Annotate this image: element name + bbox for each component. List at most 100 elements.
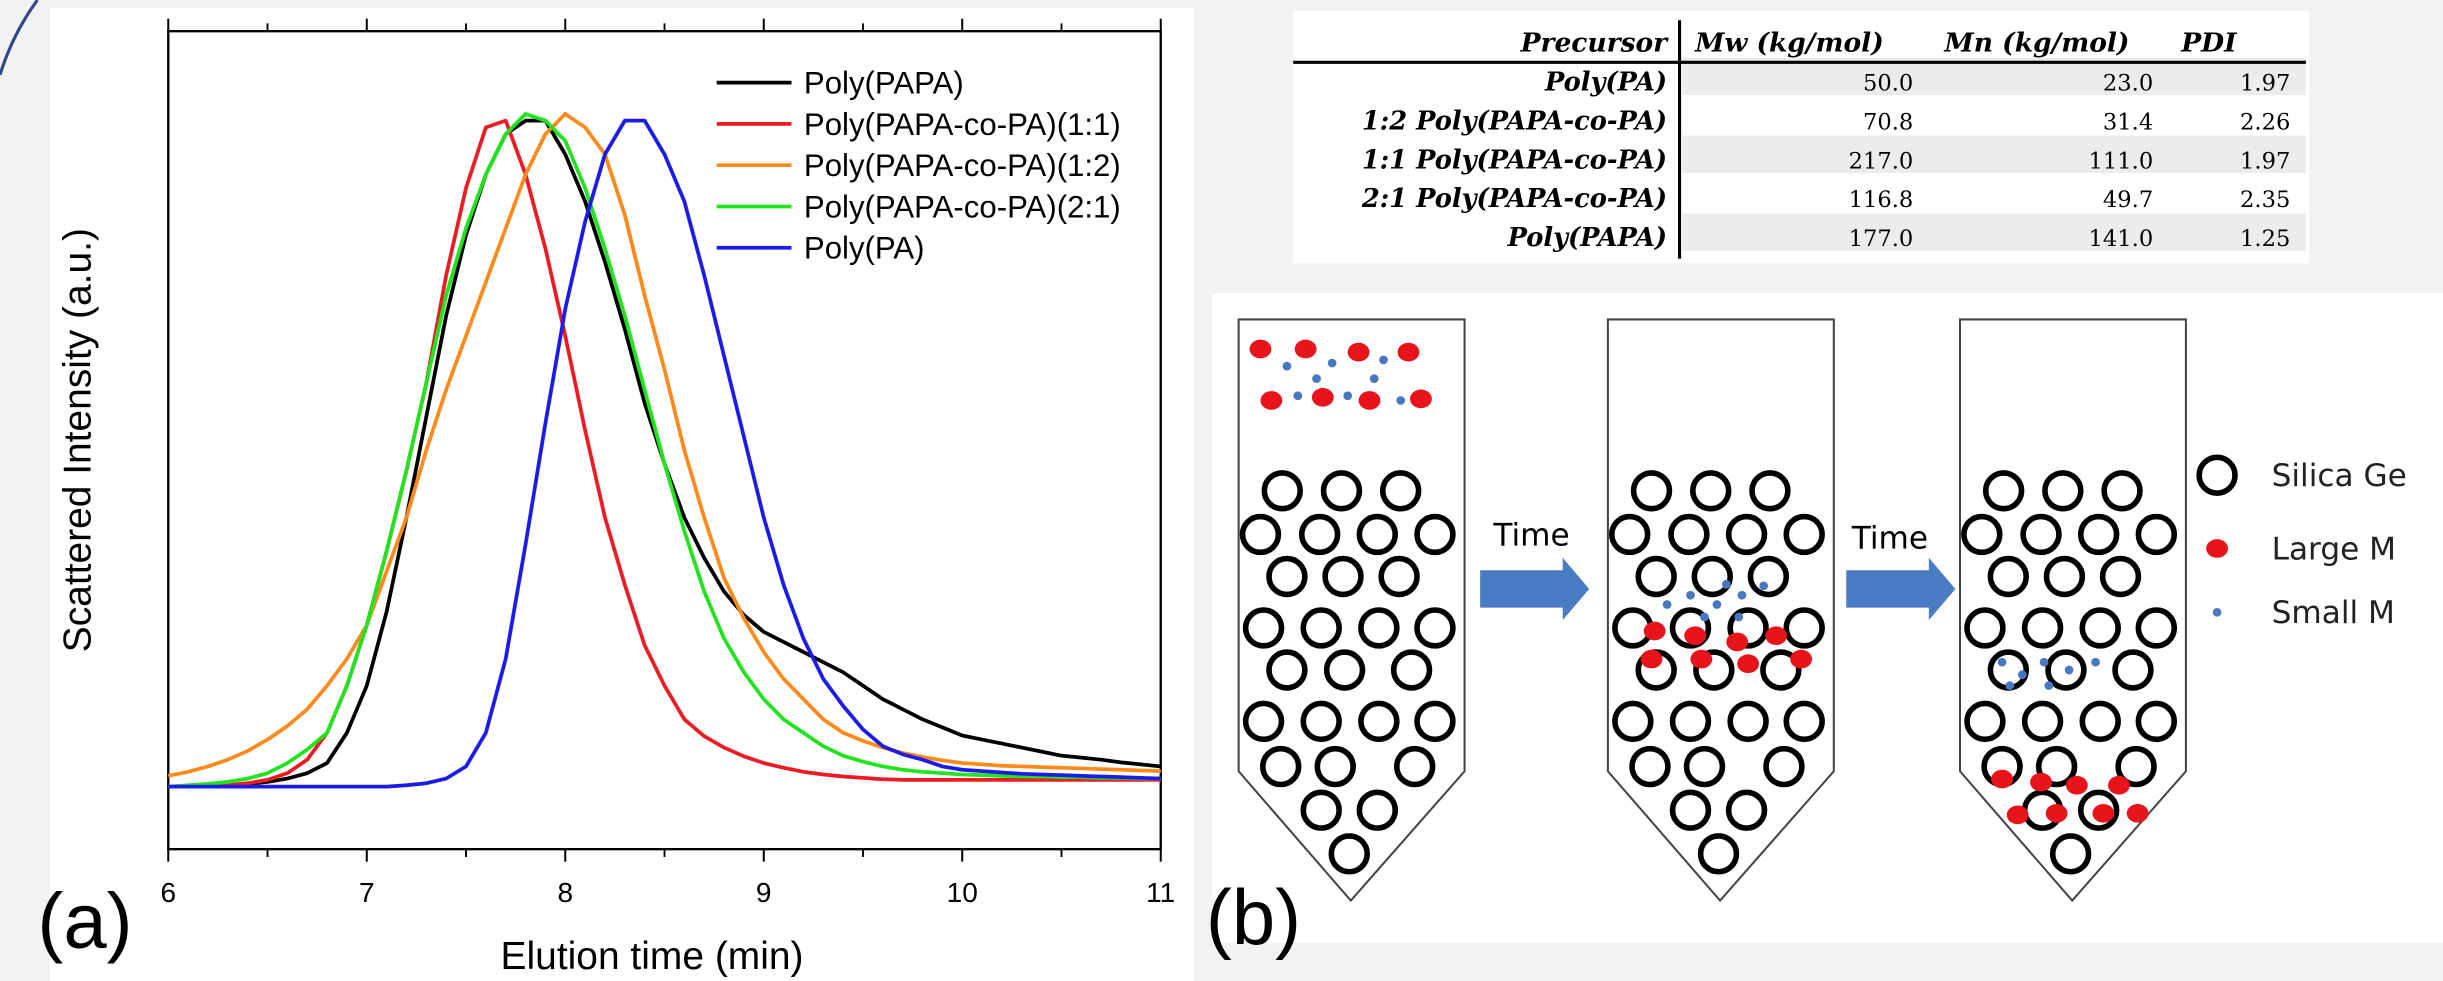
- silica-bead: [1300, 607, 1342, 649]
- table-cell: 217.0: [1849, 148, 1914, 174]
- diagram-legend-label: Small M: [2272, 595, 2395, 631]
- silica-bead: [1669, 700, 1712, 743]
- silica-bead: [2101, 470, 2143, 512]
- silica-bead: [1608, 513, 1651, 556]
- small-molecule: [1737, 590, 1747, 600]
- silica-bead: [1323, 649, 1366, 691]
- silica-bead: [2043, 555, 2086, 598]
- row-label: 1:1 Poly(PAPA-co-PA): [1362, 145, 1667, 175]
- silica-bead: [2077, 513, 2120, 556]
- row-label: Poly(PAPA): [1507, 223, 1668, 253]
- silica-bead: [1630, 470, 1673, 512]
- silica-bead: [1669, 607, 1712, 649]
- legend-label: Poly(PAPA-co-PA)(1:2): [804, 148, 1121, 183]
- silica-bead: [1259, 745, 1302, 788]
- silica-bead: [2020, 513, 2062, 556]
- x-axis-label: Elution time (min): [501, 935, 804, 978]
- small-molecule: [1293, 391, 1303, 401]
- large-molecule: [2126, 803, 2149, 823]
- large-molecule: [1397, 342, 1420, 362]
- silica-bead: [1379, 470, 1422, 512]
- y-axis-label: Scattered Intensity (a.u.): [56, 228, 99, 652]
- large-molecule: [1726, 632, 1749, 652]
- silica-bead: [1314, 745, 1356, 788]
- silica-bead: [1414, 700, 1456, 743]
- small-molecule: [2064, 665, 2074, 675]
- silica-bead: [1242, 607, 1285, 649]
- silica-bead: [1266, 649, 1308, 691]
- x-tick-label: 10: [947, 877, 978, 908]
- large-molecule: [2030, 772, 2052, 792]
- small-molecule: [1700, 612, 1709, 622]
- large-molecule: [2045, 803, 2068, 823]
- small-molecule: [1327, 358, 1337, 368]
- silica-bead: [1763, 745, 1805, 788]
- table-cell: 31.4: [2103, 109, 2153, 135]
- silica-bead: [1697, 833, 1740, 875]
- large-molecule: [2108, 775, 2130, 795]
- silica-bead: [1690, 470, 1732, 512]
- table-cell: 23.0: [2103, 70, 2153, 96]
- small-molecule: [1734, 612, 1744, 622]
- silica-bead: [2045, 649, 2087, 691]
- silica-bead: [1683, 745, 1726, 788]
- silica-bead: [1414, 607, 1456, 649]
- silica-bead: [1378, 555, 1420, 598]
- silica-bead: [2135, 607, 2178, 649]
- large-molecule: [1311, 387, 1334, 407]
- silica-bead: [1783, 700, 1825, 743]
- silica-bead: [2077, 789, 2120, 831]
- silica-bead: [1300, 789, 1342, 831]
- legend-label: Poly(PAPA-co-PA)(2:1): [804, 189, 1121, 224]
- small-molecule: [1721, 579, 1731, 589]
- legend-large: [2206, 539, 2228, 558]
- small-molecule: [1282, 361, 1292, 371]
- silica-bead: [1760, 649, 1802, 691]
- table-cell: 111.0: [2089, 148, 2154, 174]
- x-tick-label: 11: [1146, 877, 1175, 908]
- row-label: Poly(PA): [1544, 67, 1667, 97]
- silica-bead: [1725, 513, 1768, 556]
- large-molecule: [1684, 626, 1707, 646]
- silica-bead: [1747, 555, 1790, 598]
- legend-label: Poly(PAPA): [804, 66, 964, 101]
- silica-bead: [1964, 700, 2006, 743]
- silica-bead: [1783, 513, 1825, 556]
- table-cell: 177.0: [1849, 226, 1914, 252]
- row-shade: [1682, 135, 2306, 173]
- small-molecule: [1712, 600, 1722, 609]
- chart: 6 7 8 9 10 11 Elution time (min) Scattered Inte…: [37, 18, 1301, 978]
- small-molecule: [1369, 374, 1379, 383]
- large-molecule: [1765, 626, 1788, 646]
- silica-bead: [1668, 513, 1710, 556]
- silica-bead: [1414, 513, 1456, 556]
- panel-label: (b): [1206, 873, 1301, 961]
- large-molecule: [1790, 649, 1812, 669]
- silica-bead: [1693, 649, 1735, 691]
- small-molecule: [1759, 581, 1769, 591]
- large-molecule: [1640, 649, 1663, 669]
- series-line: [168, 118, 1161, 789]
- silica-bead: [1358, 607, 1400, 649]
- table-cell: 49.7: [2103, 187, 2153, 213]
- row-label: 2:1 Poly(PAPA-co-PA): [1361, 184, 1667, 214]
- column-header: Mw (kg/mol): [1694, 27, 1884, 58]
- silica-bead: [1266, 555, 1308, 598]
- silica-bead: [1964, 607, 2006, 649]
- x-tick-label: 6: [160, 877, 176, 908]
- large-molecule: [1737, 654, 1760, 674]
- arrow: [1480, 557, 1590, 621]
- column-header: PDI: [2180, 27, 2238, 58]
- silica-bead: [1783, 607, 1825, 649]
- arrow-label: Time: [1851, 520, 1928, 556]
- silica-bead: [2035, 745, 2078, 788]
- small-molecule: [1997, 657, 2007, 667]
- legend-small: [2212, 607, 2222, 617]
- silica-bead: [1749, 470, 1791, 512]
- silica-bead: [1691, 555, 1734, 598]
- diagram-legend-label: Large M: [2272, 531, 2396, 567]
- large-molecule: [1294, 339, 1317, 359]
- silica-bead: [2079, 607, 2121, 649]
- silica-bead: [2112, 649, 2154, 691]
- table-cell: 2.35: [2240, 187, 2290, 213]
